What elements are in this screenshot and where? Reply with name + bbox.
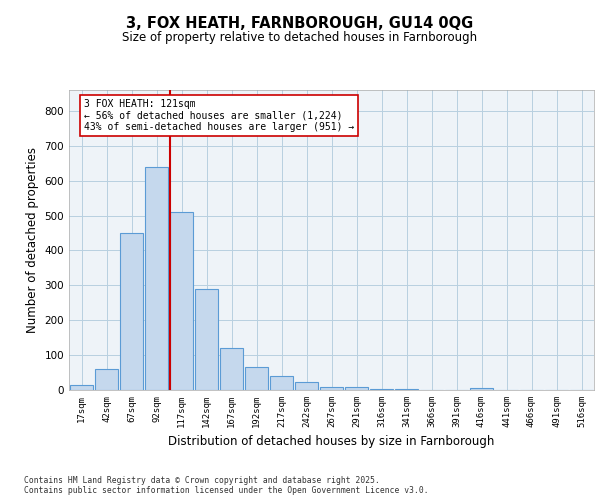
X-axis label: Distribution of detached houses by size in Farnborough: Distribution of detached houses by size … bbox=[169, 436, 494, 448]
Text: Size of property relative to detached houses in Farnborough: Size of property relative to detached ho… bbox=[122, 31, 478, 44]
Bar bbox=[470, 388, 493, 390]
Bar bbox=[70, 386, 93, 390]
Bar bbox=[370, 388, 393, 390]
Text: Contains HM Land Registry data © Crown copyright and database right 2025.
Contai: Contains HM Land Registry data © Crown c… bbox=[24, 476, 428, 495]
Bar bbox=[320, 386, 343, 390]
Bar bbox=[145, 166, 168, 390]
Bar bbox=[195, 289, 218, 390]
Bar bbox=[295, 382, 318, 390]
Bar bbox=[120, 233, 143, 390]
Bar bbox=[95, 369, 118, 390]
Text: 3, FOX HEATH, FARNBOROUGH, GU14 0QG: 3, FOX HEATH, FARNBOROUGH, GU14 0QG bbox=[127, 16, 473, 30]
Bar bbox=[220, 348, 243, 390]
Bar bbox=[245, 368, 268, 390]
Bar bbox=[170, 212, 193, 390]
Bar bbox=[270, 376, 293, 390]
Text: 3 FOX HEATH: 121sqm
← 56% of detached houses are smaller (1,224)
43% of semi-det: 3 FOX HEATH: 121sqm ← 56% of detached ho… bbox=[84, 98, 354, 132]
Bar bbox=[395, 389, 418, 390]
Y-axis label: Number of detached properties: Number of detached properties bbox=[26, 147, 39, 333]
Bar bbox=[345, 387, 368, 390]
